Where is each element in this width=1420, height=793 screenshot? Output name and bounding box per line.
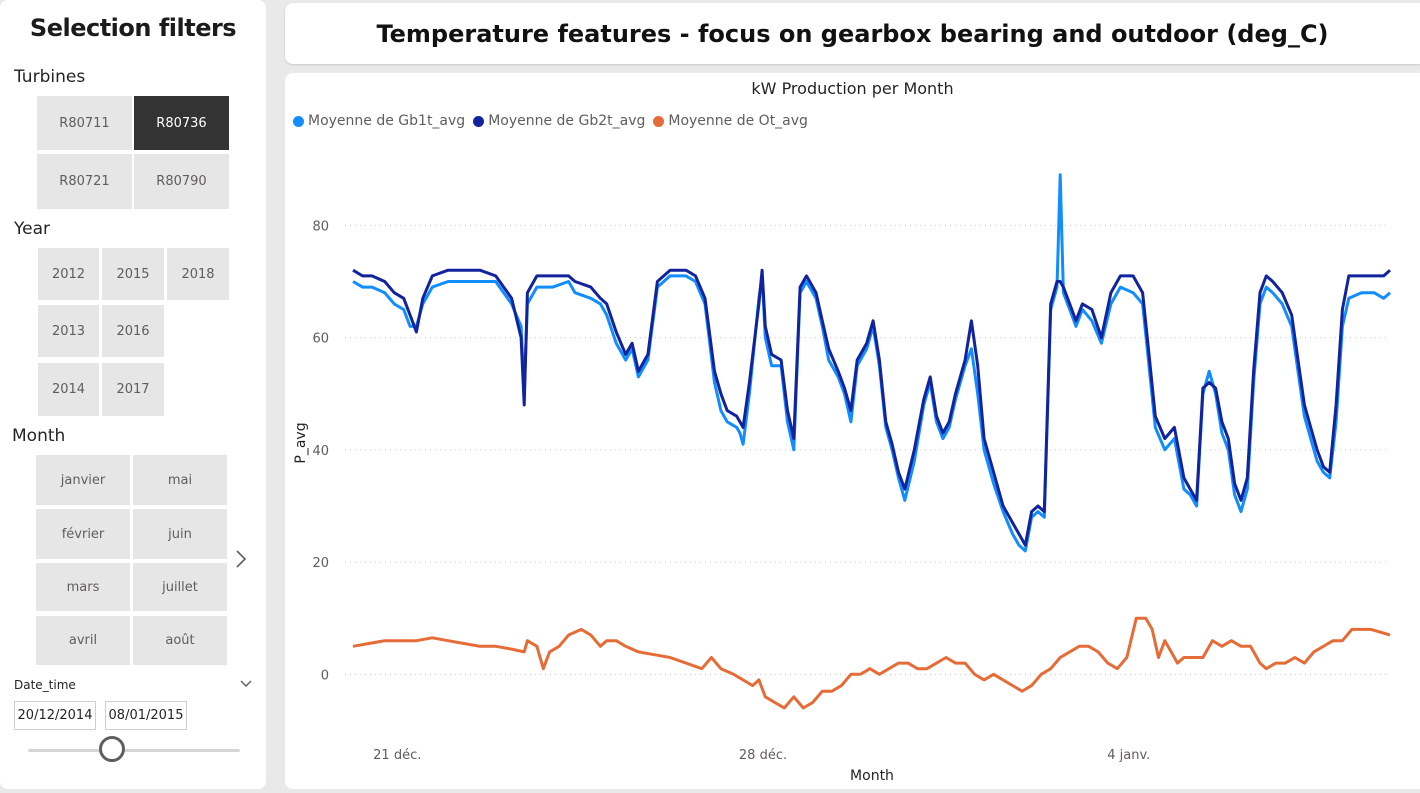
year-tile-2012[interactable]: 2012: [38, 248, 99, 300]
month-tile-juillet[interactable]: juillet: [133, 563, 227, 611]
x-tick-label: 28 déc.: [739, 748, 787, 763]
filters-title: Selection filters: [29, 14, 237, 42]
month-label: Month: [12, 426, 66, 446]
turbine-tile-r80721[interactable]: R80721: [37, 154, 132, 209]
y-tick-label: 0: [321, 668, 329, 683]
y-tick-label: 20: [312, 556, 329, 571]
turbine-tile-r80736[interactable]: R80736: [134, 96, 229, 150]
year-tile-2013[interactable]: 2013: [38, 305, 99, 357]
year-tile-2016[interactable]: 2016: [102, 305, 164, 357]
y-tick-label: 80: [312, 219, 329, 234]
year-tile-2014[interactable]: 2014: [38, 363, 99, 416]
line-chart[interactable]: 0 20 40 60 80 21 déc. 28 déc. 4 janv. Month P_avg: [285, 73, 1420, 789]
year-tile-2018[interactable]: 2018: [167, 248, 229, 300]
year-label: Year: [14, 219, 50, 239]
chart-panel: kW Production per Month Moyenne de Gb1t_…: [285, 73, 1420, 789]
turbine-tile-r80711[interactable]: R80711: [37, 96, 132, 150]
date-slider-track[interactable]: [28, 749, 240, 752]
month-tile-mars[interactable]: mars: [36, 563, 130, 611]
turbines-label: Turbines: [14, 67, 86, 87]
y-tick-label: 40: [312, 444, 329, 459]
month-tile-fevrier[interactable]: février: [36, 509, 130, 559]
month-tile-mai[interactable]: mai: [133, 455, 227, 505]
chevron-down-icon[interactable]: [240, 680, 252, 688]
month-tile-avril[interactable]: avril: [36, 616, 130, 665]
turbine-tile-r80790[interactable]: R80790: [134, 154, 229, 209]
month-tile-juin[interactable]: juin: [133, 509, 227, 559]
year-tile-2017[interactable]: 2017: [102, 363, 164, 416]
legend-item-gb1[interactable]: Moyenne de Gb1t_avg: [293, 113, 465, 129]
title-panel: Temperature features - focus on gearbox …: [285, 3, 1420, 64]
chevron-right-icon[interactable]: [232, 548, 250, 570]
series-line-2[interactable]: [352, 616, 1391, 710]
legend-label-gb1: Moyenne de Gb1t_avg: [308, 113, 466, 129]
date-end-input[interactable]: 08/01/2015: [105, 701, 187, 730]
filter-panel: Selection filters Turbines R80711 R80736…: [0, 0, 266, 789]
legend-marker-gb2: [473, 115, 485, 127]
series-line-1[interactable]: [352, 268, 1392, 547]
year-tile-2015[interactable]: 2015: [102, 248, 164, 300]
y-tick-label: 60: [312, 332, 329, 347]
legend-marker-gb1: [293, 115, 304, 127]
month-tile-janvier[interactable]: janvier: [36, 455, 130, 505]
date-time-label: Date_time: [14, 678, 76, 692]
legend-item-ot[interactable]: Moyenne de Ot_avg: [653, 113, 808, 129]
date-start-input[interactable]: 20/12/2014: [14, 701, 96, 730]
series-line-0[interactable]: [352, 173, 1391, 553]
legend-item-gb2[interactable]: Moyenne de Gb2t_avg: [473, 113, 645, 129]
chart-title: kW Production per Month: [751, 79, 954, 98]
legend-marker-ot: [653, 115, 665, 127]
legend-label-gb2: Moyenne de Gb2t_avg: [488, 113, 646, 129]
x-axis-title: Month: [850, 768, 894, 784]
page-title: Temperature features - focus on gearbox …: [376, 19, 1329, 48]
date-slider-handle[interactable]: [99, 736, 125, 762]
legend-label-ot: Moyenne de Ot_avg: [668, 113, 808, 129]
y-axis-title: P_avg: [293, 422, 309, 463]
x-tick-label: 4 janv.: [1107, 748, 1150, 763]
month-tile-aout[interactable]: août: [133, 616, 227, 665]
chart-legend: Moyenne de Gb1t_avg Moyenne de Gb2t_avg …: [293, 113, 808, 129]
x-tick-label: 21 déc.: [373, 748, 421, 763]
